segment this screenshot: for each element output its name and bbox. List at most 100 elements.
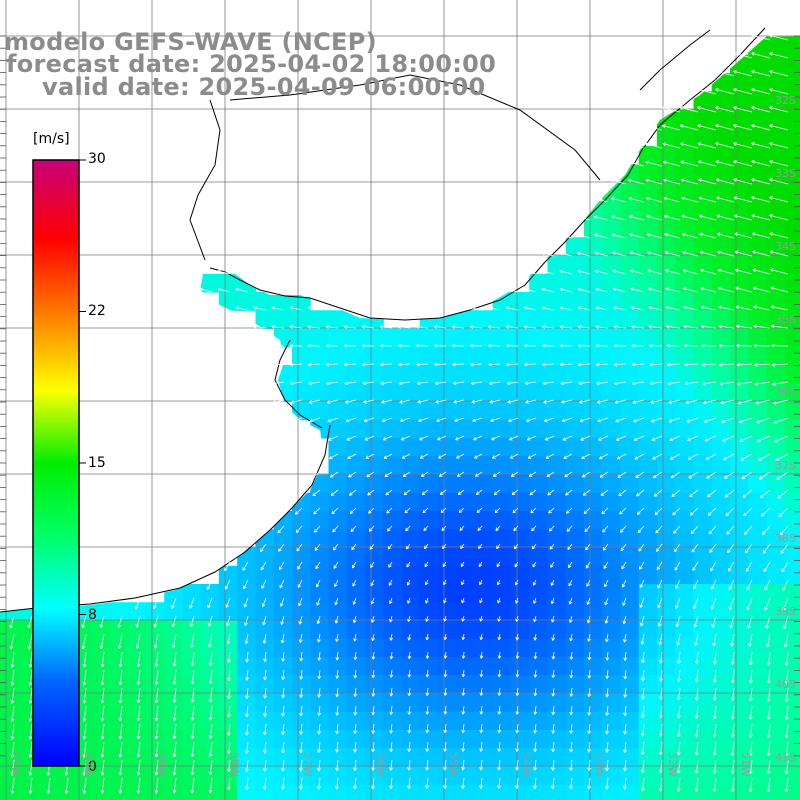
- wind-arrow: [380, 381, 393, 386]
- wind-arrow: [299, 759, 303, 772]
- wind-arrow: [523, 343, 537, 348]
- field-cell: [711, 784, 731, 800]
- wind-arrow: [533, 777, 537, 790]
- wind-arrow: [769, 250, 789, 257]
- wind-arrow: [764, 597, 771, 611]
- field-cell: [602, 219, 622, 238]
- wind-arrow: [650, 417, 663, 423]
- wind-arrow: [461, 723, 466, 734]
- wind-arrow: [335, 633, 339, 642]
- wind-arrow: [577, 269, 591, 275]
- field-cell: [584, 474, 603, 494]
- longitude-label: 54W: [520, 752, 533, 777]
- field-cell: [657, 127, 676, 147]
- field-cell: [419, 547, 439, 567]
- field-cell: [365, 492, 384, 512]
- wind-arrow: [227, 723, 231, 736]
- wind-arrow: [551, 777, 555, 790]
- wind-arrow: [136, 651, 141, 667]
- wind-arrow: [389, 633, 394, 641]
- wind-arrow: [628, 215, 645, 221]
- wind-arrow: [172, 669, 177, 685]
- wind-arrow: [406, 561, 411, 568]
- wind-arrow: [784, 759, 789, 775]
- wind-arrow: [730, 633, 735, 647]
- field-cell: [638, 456, 658, 476]
- field-cell: [547, 292, 567, 311]
- wind-arrow: [569, 615, 573, 623]
- field-cell: [675, 511, 695, 530]
- field-cell: [748, 54, 768, 74]
- wind-arrow: [670, 471, 681, 479]
- field-cell: [255, 547, 275, 567]
- field-cell: [310, 383, 330, 403]
- wind-arrow: [526, 417, 537, 423]
- field-cell: [346, 711, 366, 731]
- field-cell: [693, 547, 713, 567]
- field-cell: [419, 565, 439, 585]
- wind-arrow: [328, 435, 339, 441]
- field-cell: [766, 675, 786, 695]
- wind-arrow: [326, 381, 339, 386]
- field-cell: [565, 346, 585, 366]
- wind-arrow: [712, 651, 717, 665]
- field-cell: [511, 456, 530, 476]
- wind-arrow: [335, 669, 340, 679]
- field-cell: [456, 456, 476, 476]
- field-cell: [146, 766, 165, 786]
- wind-arrow: [602, 525, 609, 533]
- longitude-label: 52W: [666, 752, 679, 777]
- field-cell: [748, 365, 768, 384]
- wind-arrow: [597, 417, 609, 423]
- field-cell: [438, 693, 457, 713]
- wind-arrow: [740, 453, 753, 461]
- wind-arrow: [648, 305, 663, 311]
- field-cell: [200, 711, 220, 731]
- field-cell: [237, 711, 257, 731]
- wind-arrow: [154, 741, 159, 758]
- field-cell: [328, 748, 348, 768]
- wind-arrow: [420, 471, 429, 477]
- field-cell: [182, 711, 202, 731]
- field-cell: [346, 456, 366, 476]
- field-cell: [346, 328, 366, 348]
- wind-arrow: [585, 543, 591, 551]
- field-cell: [730, 383, 749, 403]
- field-cell: [693, 438, 713, 457]
- field-cell: [383, 748, 403, 768]
- field-cell: [748, 346, 768, 366]
- field-cell: [565, 365, 585, 384]
- field-cell: [675, 419, 695, 439]
- wind-arrow: [551, 759, 555, 771]
- field-cell: [657, 182, 676, 202]
- field-cell: [492, 638, 512, 658]
- wind-arrow: [352, 579, 357, 587]
- field-cell: [730, 91, 749, 111]
- wind-arrow: [541, 251, 555, 257]
- field-cell: [766, 748, 786, 768]
- field-cell: [784, 711, 800, 731]
- field-cell: [474, 474, 494, 494]
- field-cell: [346, 474, 366, 494]
- field-cell: [766, 54, 786, 74]
- wind-arrow: [712, 759, 717, 774]
- longitude-label: 51W: [739, 752, 752, 777]
- wind-arrow: [533, 597, 537, 604]
- field-cell: [237, 766, 257, 786]
- field-cell: [383, 365, 403, 384]
- wind-arrow: [494, 507, 501, 514]
- field-cell: [346, 657, 366, 676]
- wind-arrow: [371, 723, 376, 734]
- wind-arrow: [206, 579, 213, 590]
- wind-arrow: [753, 343, 771, 348]
- wind-arrow: [421, 489, 429, 496]
- wind-arrow: [263, 741, 267, 754]
- field-cell: [748, 693, 768, 713]
- field-cell: [711, 529, 731, 549]
- wind-arrow: [190, 687, 195, 703]
- field-cell: [328, 419, 348, 439]
- latitude-label: 32S: [775, 94, 796, 107]
- wind-arrow: [569, 633, 573, 642]
- field-cell: [693, 255, 713, 275]
- field-cell: [511, 784, 530, 800]
